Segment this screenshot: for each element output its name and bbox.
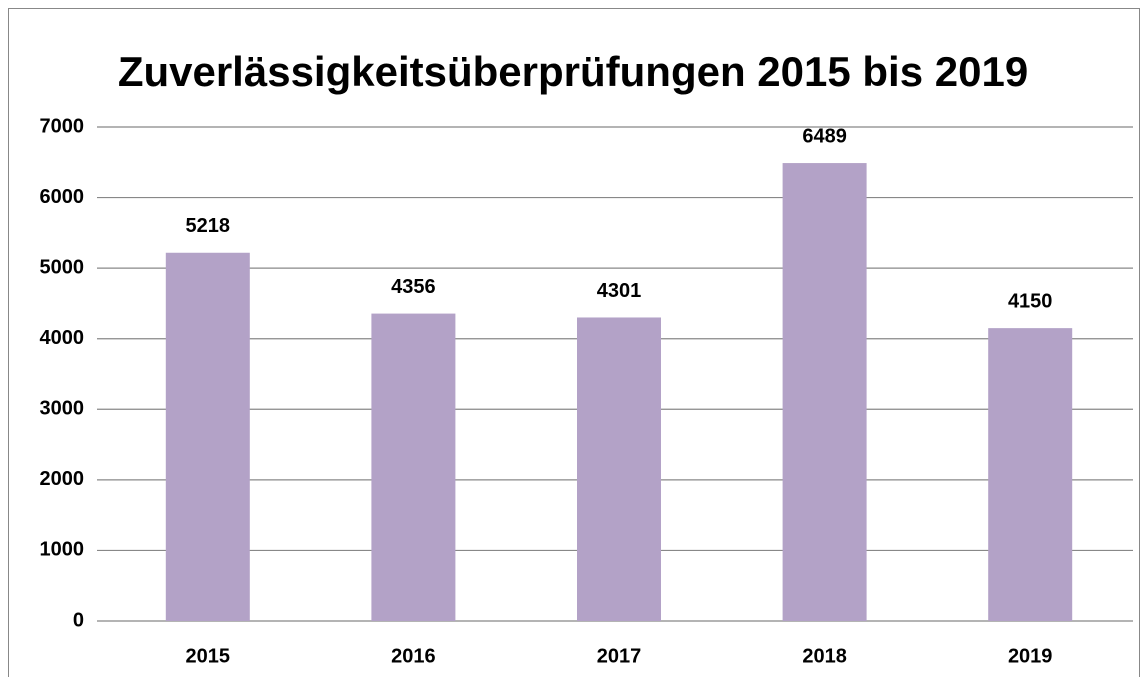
- y-tick-label: 5000: [40, 256, 85, 278]
- bar: [165, 252, 250, 621]
- y-tick-label: 7000: [40, 115, 85, 137]
- y-tick-label: 2000: [40, 468, 85, 490]
- data-label: 5218: [186, 215, 231, 237]
- x-tick-label: 2018: [802, 645, 847, 667]
- y-tick-label: 6000: [40, 186, 85, 208]
- x-tick-label: 2016: [391, 645, 436, 667]
- x-tick-label: 2017: [597, 645, 642, 667]
- data-label: 6489: [802, 125, 847, 147]
- bar: [371, 313, 456, 621]
- y-tick-label: 1000: [40, 539, 85, 561]
- x-tick-label: 2019: [1008, 645, 1053, 667]
- bar: [782, 163, 867, 621]
- y-tick-label: 3000: [40, 398, 85, 420]
- data-label: 4356: [391, 276, 436, 298]
- chart-title: Zuverlässigkeitsüberprüfungen 2015 bis 2…: [118, 48, 1028, 95]
- y-tick-label: 0: [73, 609, 84, 631]
- y-tick-label: 4000: [40, 327, 85, 349]
- data-label: 4301: [597, 280, 642, 302]
- x-tick-label: 2015: [186, 645, 231, 667]
- bar: [988, 328, 1073, 621]
- data-label: 4150: [1008, 290, 1053, 312]
- bar: [577, 317, 661, 621]
